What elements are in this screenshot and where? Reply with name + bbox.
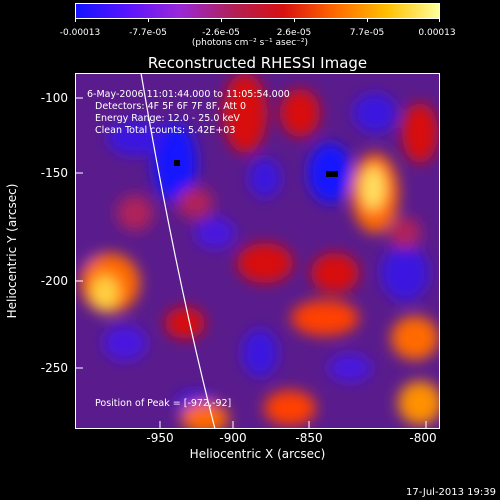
colorbar-tick [221, 18, 222, 22]
y-tick-label: -150 [40, 166, 68, 180]
colorbar-tick [294, 18, 295, 22]
y-tick-label: -200 [40, 274, 68, 288]
colorbar [75, 3, 440, 19]
colorbar-tick-label: 0.00013 [418, 28, 456, 38]
image-title: Reconstructed RHESSI Image [147, 54, 368, 72]
colorbar-tick [439, 18, 440, 22]
y-tick-label: -250 [40, 361, 68, 375]
x-tick-label: -800 [409, 431, 437, 445]
x-tick-label: -850 [295, 431, 323, 445]
annotation-energy: Energy Range: 12.0 - 25.0 keV [95, 113, 240, 124]
colorbar-units: (photons cm⁻² s⁻¹ asec⁻²) [191, 38, 309, 48]
annotation-time: 6-May-2006 11:01:44.000 to 11:05:54.000 [87, 89, 290, 100]
solar-limb [140, 73, 216, 429]
peak-marker [326, 171, 338, 177]
x-tick-label: -950 [146, 431, 174, 445]
plot-frame [75, 73, 440, 429]
colorbar-tick-label: -0.00013 [59, 28, 101, 38]
colorbar-tick-label: 7.7e-05 [349, 28, 385, 38]
x-tick-label: -900 [219, 431, 247, 445]
y-axis-label: Heliocentric Y (arcsec) [5, 183, 19, 319]
colorbar-tick [75, 18, 76, 22]
rhessi-image: 6-May-2006 11:01:44.000 to 11:05:54.000 … [75, 73, 440, 429]
x-axis-label: Heliocentric X (arcsec) [189, 447, 326, 461]
peak-marker [174, 160, 180, 166]
plot-timestamp: 17-Jul-2013 19:39 [405, 487, 496, 498]
annotation-peak: Position of Peak = [-972,-92] [95, 398, 231, 409]
annotation-detectors: Detectors: 4F 5F 6F 7F 8F, Att 0 [95, 101, 246, 112]
colorbar-tick-label: -2.6e-05 [202, 28, 240, 38]
tick-marks [75, 97, 427, 429]
colorbar-tick [148, 18, 149, 22]
annotation-clean: Clean Total counts: 5.42E+03 [95, 125, 235, 136]
colorbar-tick [367, 18, 368, 22]
image-blobs: 6-May-2006 11:01:44.000 to 11:05:54.000 … [75, 73, 440, 429]
colorbar-tick-label: -7.7e-05 [129, 28, 167, 38]
colorbar-tick-label: 2.6e-05 [276, 28, 312, 38]
y-tick-label: -100 [40, 91, 68, 105]
